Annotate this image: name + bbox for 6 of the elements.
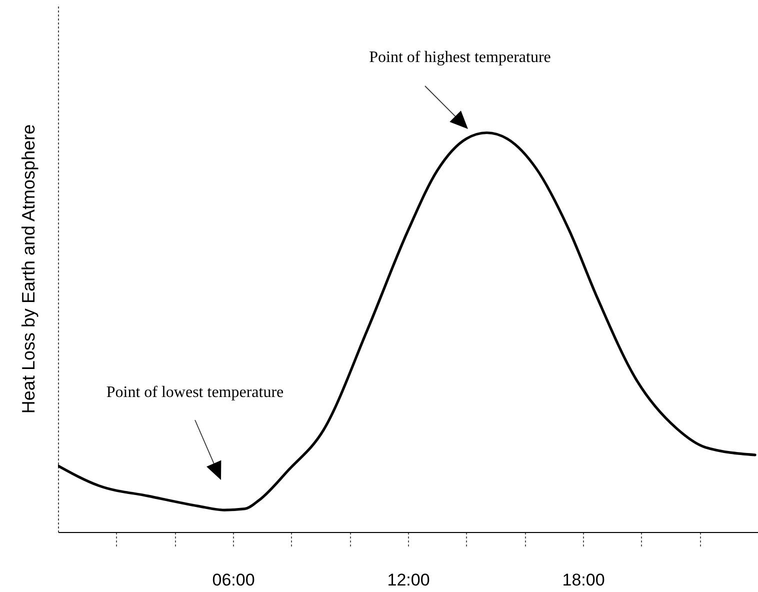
x-tick-label: 12:00 [387, 570, 430, 590]
x-tick-label: 06:00 [212, 570, 255, 590]
text: Point of highest temperature [369, 49, 551, 66]
annotation: Point of lowest temperature [106, 384, 284, 401]
y-axis-title: Heat Loss by Earth and Atmosphere [18, 124, 38, 414]
x-tick-label: 18:00 [562, 570, 605, 590]
